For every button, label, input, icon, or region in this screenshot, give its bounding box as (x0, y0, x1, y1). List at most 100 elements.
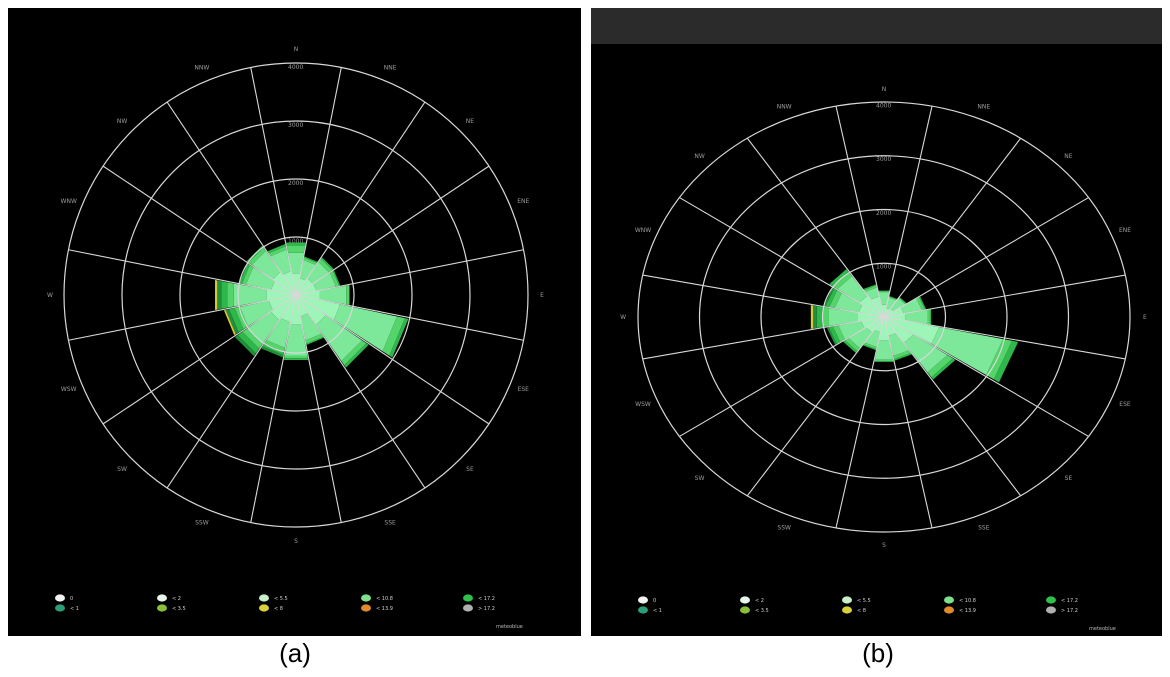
grid-spoke-1 (883, 137, 1022, 318)
legend-label-4: < 5.5 (857, 598, 871, 604)
grid-spoke-0 (883, 106, 933, 318)
direction-label-ESE: ESE (518, 386, 530, 393)
grid-spoke-14 (166, 101, 297, 296)
grid-spoke-6 (295, 294, 426, 489)
direction-label-SW: SW (117, 466, 127, 473)
grid-spoke-12 (68, 249, 297, 296)
petal-E-bin-2 (346, 285, 350, 305)
petal-NW-bin-3 (829, 269, 849, 286)
legend-label-7: < 13.9 (376, 606, 393, 612)
petal-SW-bin-1 (848, 327, 872, 349)
legend-label-9: > 17.2 (1061, 608, 1078, 614)
petal-WNW-bin-1 (246, 267, 275, 290)
petal-S-bin-2 (874, 359, 894, 362)
legend-label-3: < 3.5 (755, 608, 769, 614)
petal-SE-bin-2 (341, 340, 367, 366)
petal-NNW-bin-2 (863, 285, 877, 292)
direction-label-SSW: SSW (777, 525, 791, 532)
petal-SSW-bin-0 (280, 295, 296, 323)
legend-swatch-4 (259, 594, 269, 602)
direction-label-NNW: NNW (777, 103, 792, 110)
petal-S-bin-3 (283, 358, 309, 361)
petal-NE-bin-2 (898, 297, 907, 305)
panel-top-bar (591, 8, 1162, 44)
legend-label-6: < 10.8 (376, 596, 393, 602)
direction-label-NNE: NNE (384, 65, 397, 72)
grid-ring-2000 (179, 178, 413, 412)
petal-ENE-bin-1 (901, 298, 922, 314)
petal-WNW-bin-1 (834, 292, 863, 313)
petal-ENE-bin-2 (330, 270, 340, 287)
petal-NNW-bin-2 (268, 246, 287, 257)
petal-WSW-bin-5 (223, 309, 236, 336)
petal-NNE-bin-3 (888, 295, 898, 300)
legend-swatch-1 (638, 606, 648, 614)
grid-spoke-11 (642, 316, 885, 360)
direction-label-NW: NW (694, 153, 704, 160)
grid-spoke-15 (835, 106, 885, 318)
petal-ESE-bin-3 (993, 340, 1019, 383)
petal-W-bin-2 (822, 307, 829, 327)
petal-SSW-bin-1 (864, 330, 881, 347)
direction-label-SE: SE (466, 466, 474, 473)
grid-ring-1000 (237, 236, 355, 354)
petal-NE-bin-0 (884, 308, 894, 317)
petal-N-bin-3 (286, 242, 306, 246)
legend-swatch-6 (361, 594, 371, 602)
grid-spoke-0 (295, 67, 342, 296)
legend-swatch-7 (361, 604, 371, 612)
direction-label-N: N (294, 46, 299, 53)
legend-label-9: > 17.2 (478, 606, 495, 612)
direction-label-NE: NE (466, 118, 474, 125)
petal-SE-bin-0 (884, 317, 914, 343)
legend-swatch-9 (1046, 606, 1056, 614)
petal-NE-bin-1 (890, 298, 906, 312)
legend-label-7: < 13.9 (959, 608, 976, 614)
petal-WNW-bin-0 (271, 281, 296, 295)
direction-label-WNW: WNW (635, 227, 651, 234)
ring-label-3000: 3000 (288, 122, 303, 129)
petal-E-bin-3 (929, 309, 932, 325)
petal-WSW-bin-1 (838, 321, 865, 340)
legend-swatch-0 (638, 596, 648, 604)
caption-b: (b) (862, 638, 894, 668)
direction-label-NNW: NNW (194, 65, 209, 72)
petal-W-bin-4 (217, 280, 222, 310)
legend: 0 < 1 < 2 < 3.5 < 5.5 < 8 < 10.8 < 13.9 < 17.2 > … (638, 596, 1078, 614)
direction-label-NW: NW (117, 118, 127, 125)
direction-label-SE: SE (1065, 475, 1073, 482)
ring-label-1000: 1000 (288, 238, 303, 245)
windrose-chart-b: 1000 2000 3000 4000 N NNE NE ENE E ESE SE SSE S SSW SW… (620, 86, 1147, 632)
petal-SSE-bin-2 (305, 333, 324, 344)
legend-label-2: < 2 (172, 596, 181, 602)
direction-label-SW: SW (695, 475, 705, 482)
grid-spoke-12 (642, 274, 885, 318)
petal-ENE-bin-2 (916, 297, 925, 310)
legend-label-0: 0 (70, 596, 73, 602)
legend-swatch-9 (463, 604, 473, 612)
petals (810, 269, 1019, 383)
petal-NNE-bin-2 (303, 257, 317, 265)
legend-label-5: < 8 (857, 608, 866, 614)
petal-ENE-bin-3 (332, 270, 341, 286)
grid-spoke-3 (883, 274, 1126, 318)
petal-WNW-bin-3 (239, 263, 250, 284)
petal-S-bin-1 (874, 340, 894, 360)
grid (63, 62, 529, 528)
direction-label-NE: NE (1064, 153, 1072, 160)
petal-S-bin-1 (284, 324, 308, 356)
petal-SE-bin-3 (931, 358, 956, 380)
grid (637, 101, 1131, 533)
petal-ENE-bin-3 (919, 296, 927, 310)
petal-N-bin-0 (291, 273, 301, 295)
petal-WNW-bin-2 (242, 264, 254, 285)
grid-ring-1000 (821, 262, 947, 372)
petal-SSW-bin-3 (262, 344, 284, 356)
legend-swatch-8 (463, 594, 473, 602)
petal-ESE-bin-1 (931, 327, 1004, 375)
petal-ESE-bin-0 (296, 295, 341, 320)
petal-WNW-bin-3 (825, 288, 838, 307)
direction-label-ESE: ESE (1119, 401, 1131, 408)
petal-SSE-bin-3 (894, 353, 912, 361)
petal-N-bin-1 (878, 292, 890, 305)
